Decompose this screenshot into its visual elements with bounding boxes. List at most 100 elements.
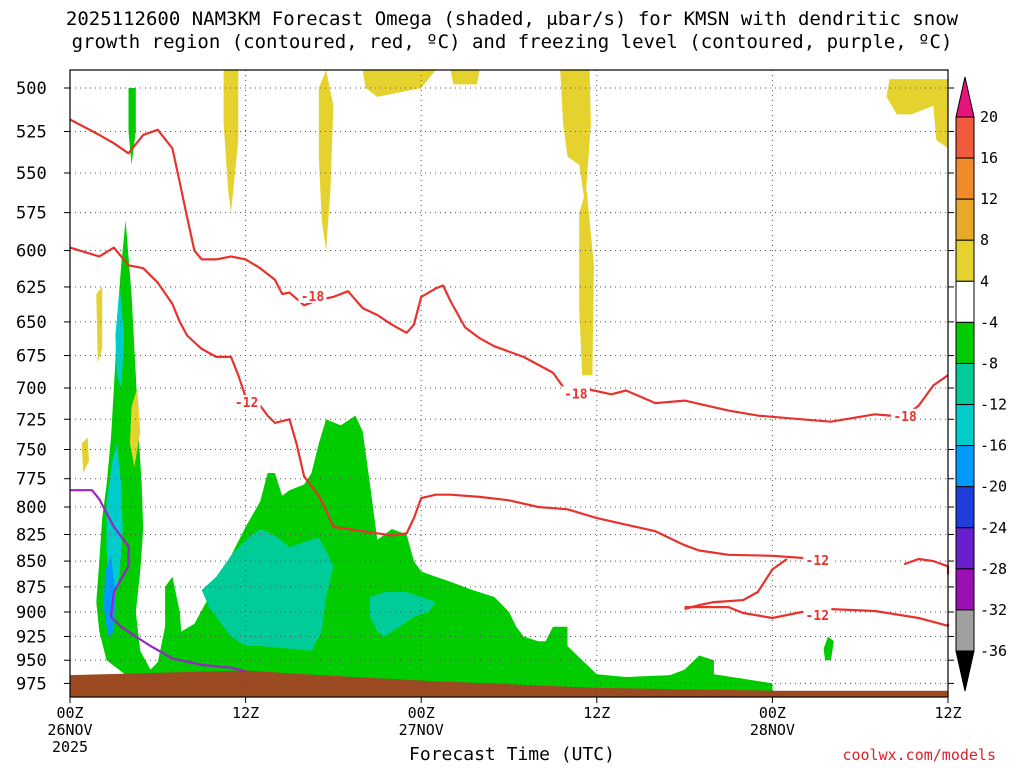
omega-region-neg12-6 bbox=[115, 286, 125, 388]
contour-label-bg-0 bbox=[298, 288, 327, 303]
y-tick-label-675: 675 bbox=[16, 347, 47, 367]
y-tick-label-775: 775 bbox=[16, 470, 47, 490]
x-tick-label-h36-1: 12Z bbox=[583, 704, 610, 722]
y-tick-label-925: 925 bbox=[16, 627, 47, 647]
dgz-contour-0 bbox=[69, 118, 949, 423]
contour-label-bg-4 bbox=[803, 553, 832, 568]
x-tick-label-h48-1: 00Z bbox=[759, 704, 786, 722]
y-tick-label-875: 875 bbox=[16, 578, 47, 598]
colorbar-label-4: 4 bbox=[980, 272, 989, 290]
contour-label-2: -18 bbox=[564, 387, 588, 402]
dgz-contour-3 bbox=[684, 558, 788, 611]
colorbar-bin-10 bbox=[955, 527, 975, 570]
y-tick-label-650: 650 bbox=[16, 313, 47, 333]
colorbar-bin-0 bbox=[955, 116, 975, 159]
colorbar-label-9: -20 bbox=[980, 478, 1007, 496]
x-tick-label-h24-1: 00Z bbox=[408, 704, 435, 722]
colorbar-label-2: 12 bbox=[980, 190, 998, 208]
omega-shading-layer bbox=[81, 70, 948, 693]
contour-label-bg-1 bbox=[232, 395, 261, 410]
omega-region-pos4-8 bbox=[223, 70, 239, 213]
colorbar-bin-12 bbox=[955, 609, 975, 652]
y-tick-label-700: 700 bbox=[16, 379, 47, 399]
x-tick-label-h60-1: 12Z bbox=[934, 704, 961, 722]
grid-layer bbox=[70, 70, 948, 697]
colorbar: 20 16 12 8 4 -4 -8 -12 -16 -20 -24 -28 -32 -36 bbox=[955, 76, 1007, 692]
y-tick-label-500: 500 bbox=[16, 79, 47, 99]
colorbar-bin-6 bbox=[955, 362, 975, 406]
omega-region-pos4-14 bbox=[886, 79, 948, 149]
contour-label-bg-3 bbox=[891, 408, 920, 423]
omega-region-pos4-13 bbox=[579, 189, 594, 376]
colorbar-label-5: -4 bbox=[980, 313, 998, 331]
y-tick-label-950: 950 bbox=[16, 651, 47, 671]
y-tick-label-525: 525 bbox=[16, 123, 47, 143]
y-tick-label-800: 800 bbox=[16, 498, 47, 518]
y-tick-label-625: 625 bbox=[16, 278, 47, 298]
contour-layer: -18 -12 -18 -18 -12 -12 bbox=[69, 118, 950, 673]
y-tick-label-850: 850 bbox=[16, 552, 47, 572]
colorbar-bin-4 bbox=[955, 280, 975, 323]
y-tick-label-725: 725 bbox=[16, 410, 47, 430]
omega-region-pos4-11 bbox=[450, 70, 480, 85]
x-tick-label-h12-1: 12Z bbox=[232, 704, 259, 722]
x-tick-label-h0-2: 26NOV bbox=[47, 721, 92, 739]
colorbar-label-13: -36 bbox=[980, 642, 1007, 660]
colorbar-label-0: 20 bbox=[980, 108, 998, 126]
colorbar-label-8: -16 bbox=[980, 437, 1007, 455]
contour-label-bg-2 bbox=[561, 386, 590, 401]
contour-label-4: -12 bbox=[806, 554, 829, 569]
y-tick-label-575: 575 bbox=[16, 204, 47, 224]
y-tick-label-900: 900 bbox=[16, 603, 47, 623]
axes-layer: 500 525 550 575 600 625 650 675 700 725 750 775 800 8… bbox=[16, 69, 962, 756]
colorbar-bottom-triangle bbox=[955, 650, 975, 692]
plot-frame bbox=[69, 69, 949, 698]
omega-region-pos4-9 bbox=[318, 70, 334, 251]
y-tick-label-975: 975 bbox=[16, 674, 47, 694]
omega-region-pos4-12 bbox=[560, 70, 591, 205]
contour-label-0: -18 bbox=[301, 290, 325, 305]
dgz-contour-2 bbox=[903, 557, 950, 575]
x-tick-label-h24-2: 27NOV bbox=[399, 721, 444, 739]
omega-region-neg8-3 bbox=[201, 529, 334, 651]
contour-label-3: -18 bbox=[893, 410, 917, 425]
terrain-layer bbox=[70, 670, 948, 697]
omega-region-neg8-4 bbox=[370, 592, 436, 637]
colorbar-label-11: -28 bbox=[980, 560, 1007, 578]
omega-region-pos4-10 bbox=[362, 70, 436, 97]
x-tick-label-h48-2: 28NOV bbox=[750, 721, 795, 739]
x-axis-title: Forecast Time (UTC) bbox=[409, 744, 615, 765]
chart-title-line-2: growth region (contoured, red, ºC) and f… bbox=[71, 31, 953, 53]
y-tick-label-600: 600 bbox=[16, 242, 47, 262]
x-tick-label-h0-3: 2025 bbox=[52, 738, 88, 756]
dgz-contour-1 bbox=[69, 246, 832, 563]
colorbar-bin-8 bbox=[955, 445, 975, 488]
contour-label-bg-5 bbox=[803, 607, 832, 622]
colorbar-label-10: -24 bbox=[980, 519, 1007, 537]
terrain-fill bbox=[70, 670, 948, 697]
omega-region-pos4-15 bbox=[96, 286, 103, 363]
colorbar-label-12: -32 bbox=[980, 601, 1007, 619]
site-credit: coolwx.com/models bbox=[842, 746, 996, 764]
omega-region-pos4-17 bbox=[81, 437, 89, 473]
colorbar-bin-1 bbox=[955, 157, 975, 200]
y-tick-label-825: 825 bbox=[16, 525, 47, 545]
colorbar-label-6: -8 bbox=[980, 354, 998, 372]
chart-title-line-1: 2025112600 NAM3KM Forecast Omega (shaded… bbox=[65, 8, 959, 30]
colorbar-bin-3 bbox=[955, 239, 975, 282]
omega-region-neg16-7 bbox=[103, 555, 116, 637]
contour-label-5: -12 bbox=[806, 609, 829, 624]
colorbar-bin-2 bbox=[955, 198, 975, 241]
omega-region-pos4-16 bbox=[130, 388, 141, 468]
y-tick-label-750: 750 bbox=[16, 440, 47, 460]
freezing-level-contour-5 bbox=[70, 489, 246, 673]
colorbar-bin-7 bbox=[955, 404, 975, 447]
contour-label-1: -12 bbox=[235, 396, 258, 411]
omega-region-neg4-2 bbox=[823, 636, 834, 661]
x-tick-label-h0-1: 00Z bbox=[56, 704, 83, 722]
colorbar-label-1: 16 bbox=[980, 149, 998, 167]
y-tick-label-550: 550 bbox=[16, 164, 47, 184]
colorbar-label-7: -12 bbox=[980, 396, 1007, 414]
